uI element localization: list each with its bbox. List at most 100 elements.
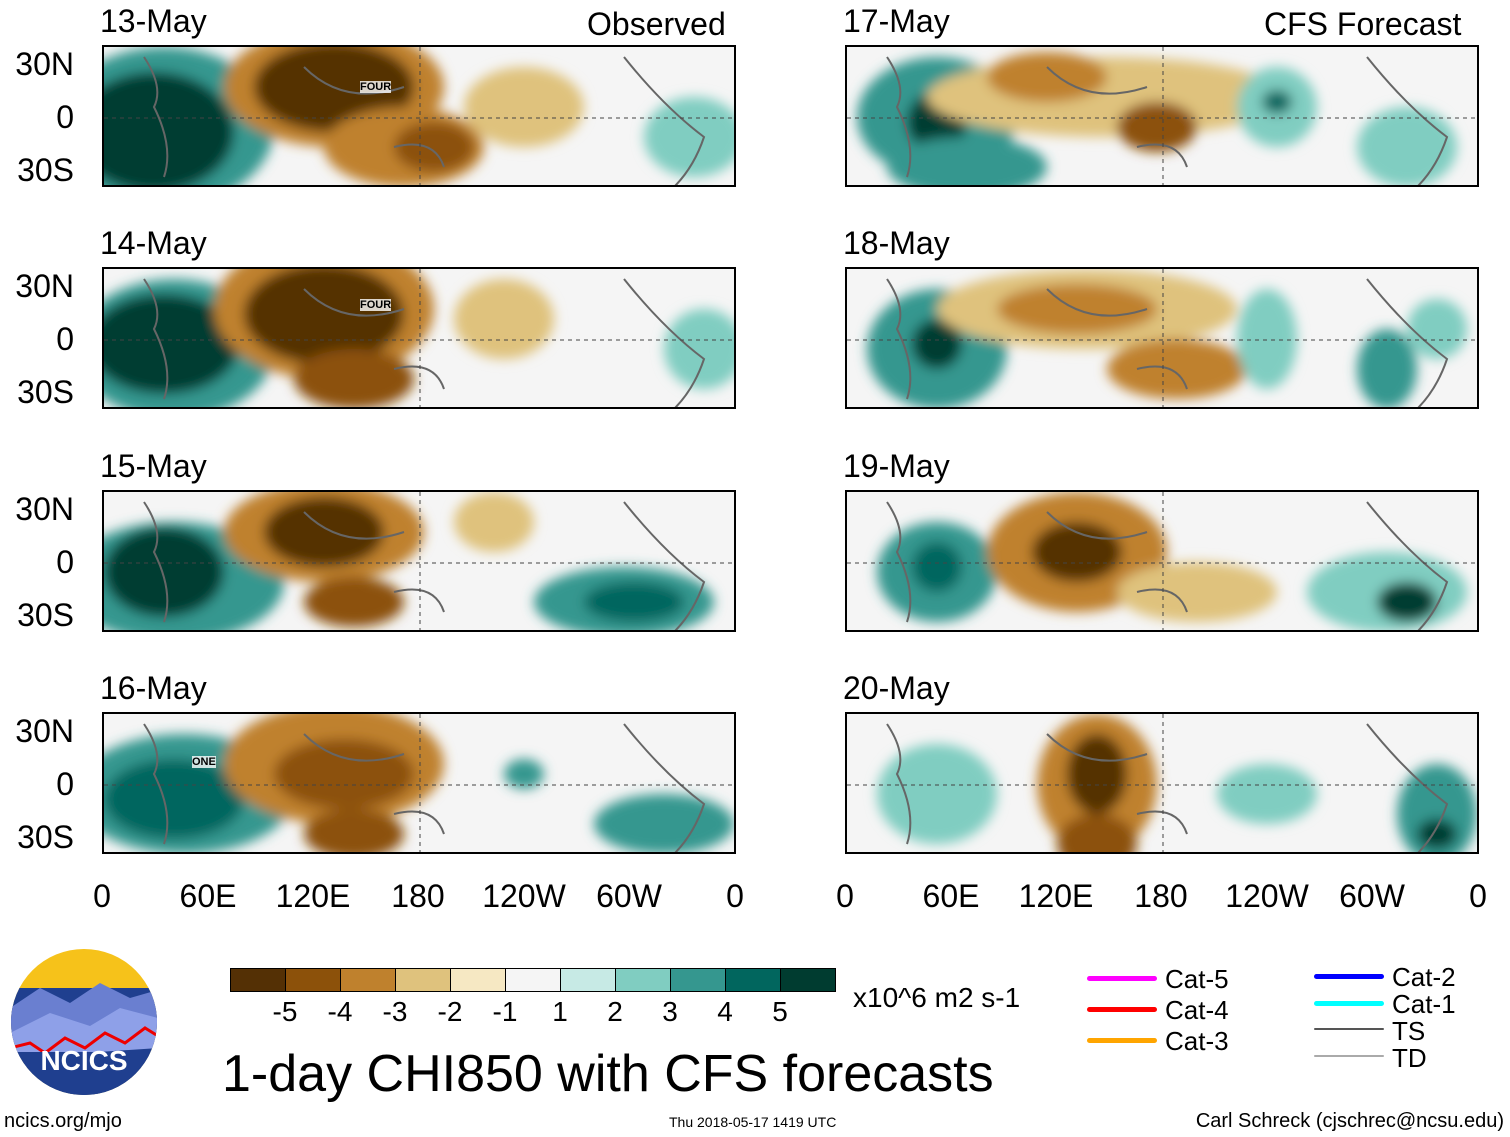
anomaly-region [1397, 764, 1477, 852]
storm-legend-line [1314, 974, 1384, 979]
colorbar-label: -5 [272, 996, 298, 1027]
anomaly-region [294, 349, 414, 407]
colorbar-swatch [670, 968, 726, 992]
coastlines [143, 501, 706, 630]
colorbar-swatch [230, 968, 286, 992]
lon-label: 60W [1339, 878, 1405, 914]
anomaly-region [927, 57, 1287, 137]
logo-text: NCICS [40, 1045, 127, 1076]
anomaly-region [1217, 764, 1317, 824]
panel-date: 18-May [843, 225, 950, 261]
anomaly-region [104, 294, 239, 394]
lat-label: 30N [15, 46, 74, 82]
coastlines [143, 723, 706, 852]
colorbar-label: -3 [382, 996, 408, 1027]
anomaly-region [1067, 734, 1127, 814]
storm-legend-line [1314, 1028, 1384, 1030]
anomaly-region [104, 759, 244, 839]
storm-legend-line [1314, 1055, 1384, 1057]
anomaly-region [912, 542, 962, 592]
map-panel [845, 490, 1479, 632]
storm-label: FOUR [360, 81, 392, 93]
colorbar-label: 5 [772, 996, 788, 1027]
anomaly-region [104, 527, 224, 617]
anomaly-region [1057, 814, 1137, 852]
storm-label: ONE [192, 756, 216, 768]
lon-label: 120E [1018, 878, 1094, 914]
colorbar-label: 4 [717, 996, 733, 1027]
map-panel [845, 45, 1479, 187]
lon-label: 180 [391, 878, 445, 914]
anomaly-region [1117, 562, 1277, 622]
storm-legend-label: TD [1392, 1043, 1427, 1073]
lat-label: 30S [17, 152, 74, 188]
anomaly-region [504, 759, 544, 789]
storm-legend-line [1087, 1038, 1157, 1043]
colorbar-swatch [450, 968, 506, 992]
storm-legend-line [1087, 1007, 1157, 1012]
storm-legend-label: TS [1392, 1016, 1426, 1046]
anomaly-region [464, 67, 584, 147]
panel-date: 17-May [843, 3, 950, 39]
lon-label: 120W [1225, 878, 1309, 914]
storm-legend-label: Cat-1 [1392, 989, 1456, 1019]
anomaly-region [912, 319, 962, 369]
coastlines [143, 278, 706, 407]
coastlines [143, 56, 706, 185]
anomaly-region [664, 309, 734, 389]
lon-label: 0 [726, 878, 744, 914]
lat-label: 30N [15, 268, 74, 304]
colorbar-swatch [615, 968, 671, 992]
map-panel [845, 712, 1479, 854]
anomaly-region [1237, 289, 1297, 389]
figure-title: 1-day CHI850 with CFS forecasts [222, 1045, 994, 1103]
colorbar-swatch [285, 968, 341, 992]
colorbar-swatch [725, 968, 781, 992]
anomaly-region [594, 794, 734, 852]
storm-label: FOUR [360, 299, 392, 311]
map-panel [102, 267, 736, 409]
storm-legend-line [1087, 976, 1157, 981]
colorbar-swatch [395, 968, 451, 992]
anomaly-region [1417, 819, 1457, 849]
coastlines [886, 723, 1449, 852]
lon-label: 60W [596, 878, 662, 914]
coastlines [886, 501, 1449, 630]
panel-date: 15-May [100, 448, 207, 484]
anomaly-region [1377, 582, 1437, 622]
panel-date: 20-May [843, 670, 950, 706]
lon-label: 120E [275, 878, 351, 914]
lon-label: 0 [1469, 878, 1487, 914]
lon-label: 120W [482, 878, 566, 914]
anomaly-region [394, 122, 474, 172]
panel-date: 14-May [100, 225, 207, 261]
ncics-logo: NCICS [10, 948, 158, 1096]
coastlines [886, 278, 1449, 407]
anomaly-region [304, 809, 404, 852]
anomaly-region [264, 497, 384, 567]
anomaly-region [987, 52, 1107, 102]
colorbar-label: -2 [437, 996, 463, 1027]
colorbar-label: -4 [327, 996, 353, 1027]
coastlines [886, 56, 1449, 185]
colorbar-label: 2 [607, 996, 623, 1027]
anomaly-region [1107, 339, 1247, 399]
lat-label: 30S [17, 597, 74, 633]
lat-label: 0 [56, 99, 74, 135]
colorbar-swatch [780, 968, 836, 992]
lat-label: 0 [56, 766, 74, 802]
anomaly-region [104, 72, 234, 185]
footer-link[interactable]: ncics.org/mjo [4, 1110, 122, 1132]
map-panel [845, 267, 1479, 409]
anomaly-region [1117, 102, 1197, 152]
lat-label: 30S [17, 374, 74, 410]
forecast-label: CFS Forecast [1264, 6, 1462, 42]
map-panel [102, 712, 736, 854]
anomaly-region [1262, 90, 1292, 114]
map-panel [102, 490, 736, 632]
lat-label: 0 [56, 321, 74, 357]
lon-label: 60E [922, 878, 980, 914]
colorbar-units: x10^6 m2 s-1 [853, 982, 1021, 1013]
lon-label: 60E [179, 878, 237, 914]
storm-legend-label: Cat-2 [1392, 962, 1456, 992]
